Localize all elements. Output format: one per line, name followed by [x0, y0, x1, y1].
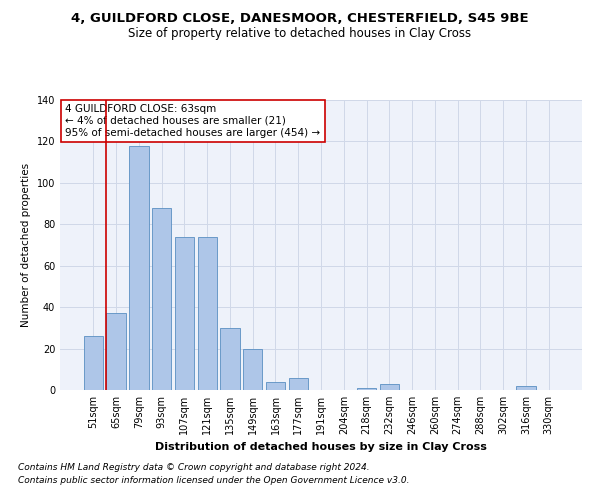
Bar	[129, 146, 149, 390]
Bar	[175, 236, 194, 390]
Bar	[106, 314, 126, 390]
Text: 4, GUILDFORD CLOSE, DANESMOOR, CHESTERFIELD, S45 9BE: 4, GUILDFORD CLOSE, DANESMOOR, CHESTERFI…	[71, 12, 529, 26]
Bar	[289, 378, 308, 390]
Text: Contains public sector information licensed under the Open Government Licence v3: Contains public sector information licen…	[18, 476, 409, 485]
Text: Contains HM Land Registry data © Crown copyright and database right 2024.: Contains HM Land Registry data © Crown c…	[18, 464, 370, 472]
Bar	[266, 382, 285, 390]
Bar	[84, 336, 103, 390]
Bar	[220, 328, 239, 390]
Bar	[380, 384, 399, 390]
Bar	[197, 236, 217, 390]
Text: 4 GUILDFORD CLOSE: 63sqm
← 4% of detached houses are smaller (21)
95% of semi-de: 4 GUILDFORD CLOSE: 63sqm ← 4% of detache…	[65, 104, 320, 138]
Bar	[152, 208, 172, 390]
Bar	[516, 386, 536, 390]
Text: Distribution of detached houses by size in Clay Cross: Distribution of detached houses by size …	[155, 442, 487, 452]
Bar	[357, 388, 376, 390]
Bar	[243, 348, 262, 390]
Y-axis label: Number of detached properties: Number of detached properties	[21, 163, 31, 327]
Text: Size of property relative to detached houses in Clay Cross: Size of property relative to detached ho…	[128, 28, 472, 40]
